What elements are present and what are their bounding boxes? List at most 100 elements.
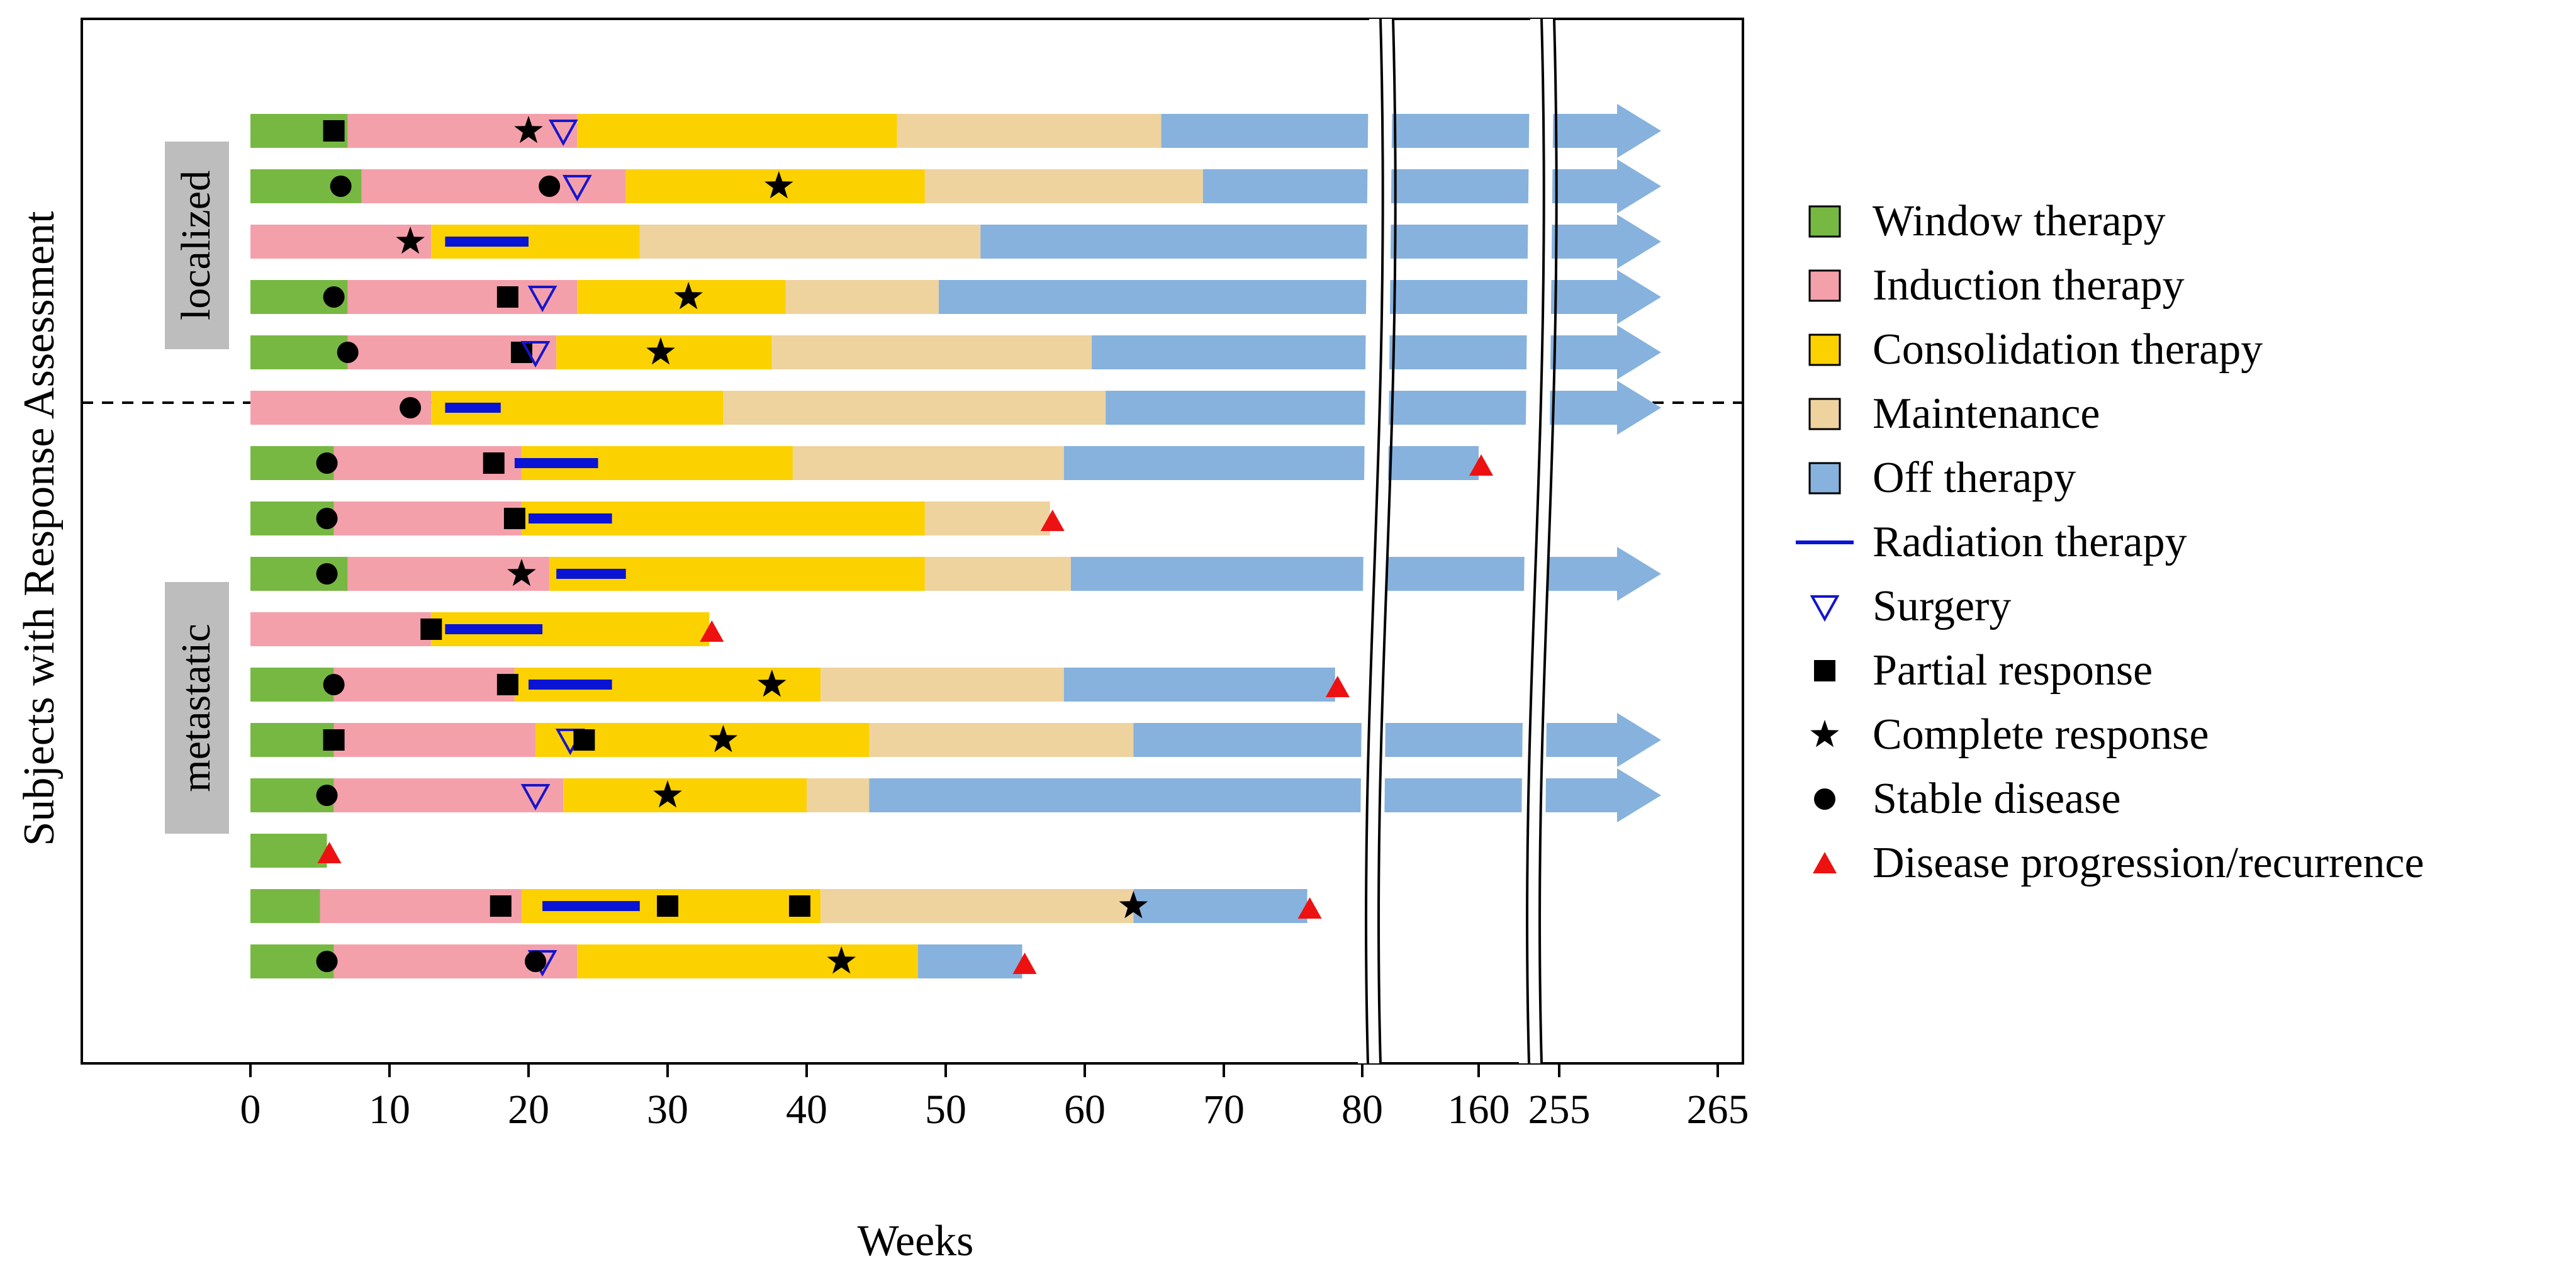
maintenance-bar [820, 668, 1064, 702]
x-tick-label: 40 [786, 1087, 827, 1133]
radiation-bar [556, 569, 626, 579]
legend-label: Off therapy [1873, 454, 2076, 502]
group-labels: localized metastatic [165, 142, 229, 834]
group-label-box [165, 142, 229, 349]
induction-bar [361, 169, 626, 203]
subject-row-14 [250, 834, 327, 868]
subject-row-4 [250, 270, 1661, 324]
partial-response-marker [323, 729, 345, 751]
maintenance-bar [897, 114, 1162, 148]
axis-break-line [1526, 18, 1545, 1064]
radiation-bar [445, 624, 543, 634]
off-bar [1063, 446, 1479, 480]
x-tick-label: 265 [1687, 1087, 1749, 1133]
legend-item-window: Window therapy [1808, 197, 2166, 245]
progression-marker [1469, 454, 1493, 476]
group-label-text: localized [173, 171, 219, 320]
legend-item-surgery: Surgery [1810, 582, 2011, 630]
induction-bar [333, 668, 515, 702]
legend-item-consolidation: Consolidation therapy [1808, 325, 2263, 374]
legend-item-partial: Partial response [1814, 646, 2153, 695]
induction-bar [250, 225, 432, 259]
legend-label: Disease progression/recurrence [1873, 839, 2424, 887]
axis-break-line [1538, 18, 1558, 1064]
stable-disease-marker [323, 674, 345, 695]
subject-row-3 [250, 215, 1661, 269]
surgery-marker [520, 341, 551, 368]
complete-response-marker [1810, 720, 1839, 747]
radiation-bar [542, 901, 640, 911]
maintenance-bar [771, 335, 1092, 369]
consolidation-bar [577, 114, 897, 148]
maintenance-swatch [1808, 398, 1841, 430]
partial-response-marker [503, 508, 525, 529]
off-bar-arrow [1202, 159, 1661, 213]
maintenance-bar [792, 446, 1064, 480]
off-bar-arrow [980, 215, 1661, 269]
complete-response-marker [514, 116, 543, 143]
off-bar-arrow [1161, 104, 1661, 158]
window-bar [250, 889, 320, 923]
subject-row-5 [250, 325, 1661, 379]
progression-marker [1813, 852, 1837, 873]
partial-response-marker [1814, 660, 1835, 681]
plot-border [81, 18, 1744, 1065]
window-bar [250, 668, 334, 702]
legend-label: Window therapy [1873, 197, 2166, 245]
axis-break-line [1377, 18, 1397, 1064]
window-bar [250, 335, 348, 369]
off-bar [1133, 889, 1308, 923]
progression-marker [1325, 676, 1350, 697]
y-axis-label: Subjects with Response Assessment [15, 211, 64, 846]
legend-label: Partial response [1873, 646, 2153, 695]
maintenance-bar [924, 501, 1050, 535]
legend-label: Radiation therapy [1873, 518, 2187, 566]
induction-bar [333, 501, 522, 535]
legend-item-progression: Disease progression/recurrence [1813, 839, 2424, 887]
legend-label: Consolidation therapy [1873, 325, 2263, 374]
bars-layer [250, 104, 1661, 978]
surgery-marker [527, 286, 557, 313]
off-bar-arrow [938, 270, 1661, 324]
partial-response-marker [496, 674, 518, 695]
surgery-marker [520, 784, 551, 811]
axis-break-line [1365, 18, 1384, 1064]
partial-response-marker [657, 895, 678, 917]
partial-response-marker [490, 895, 512, 917]
subject-row-1 [250, 104, 1661, 158]
induction-bar [347, 114, 578, 148]
radiation-bar [445, 403, 501, 413]
complete-response-marker [708, 725, 738, 753]
consolidation-bar [563, 778, 807, 812]
off-bar-arrow [1133, 713, 1661, 767]
window-bar [250, 723, 334, 757]
complete-response-marker [674, 282, 703, 310]
axis-breaks [1358, 18, 1558, 1064]
legend-item-induction: Induction therapy [1808, 261, 2185, 310]
maintenance-bar [924, 169, 1203, 203]
progression-marker [1040, 510, 1065, 531]
surgery-marker [562, 175, 592, 202]
group-label-localized: localized [165, 142, 229, 349]
maintenance-bar [869, 723, 1134, 757]
group-label-text: metastatic [173, 624, 219, 792]
subject-row-6 [250, 381, 1661, 435]
stable-disease-marker [316, 563, 338, 585]
off-bar [1063, 668, 1335, 702]
x-tick-label: 50 [925, 1087, 966, 1133]
x-tick-label: 60 [1064, 1087, 1106, 1133]
subject-row-13 [250, 768, 1661, 822]
radiation-bar [529, 513, 612, 524]
off-swatch [1808, 462, 1841, 495]
radiation-bar [514, 458, 598, 468]
complete-response-marker [1119, 891, 1148, 919]
stable-disease-marker [316, 785, 338, 806]
legend-label: Surgery [1873, 582, 2011, 630]
x-axis-label: Weeks [858, 1217, 974, 1265]
partial-response-marker [420, 619, 442, 640]
subject-row-12 [250, 713, 1661, 767]
x-tick-label: 70 [1203, 1087, 1245, 1133]
legend-item-maintenance: Maintenance [1808, 389, 2100, 438]
stable-disease-marker [337, 342, 359, 363]
